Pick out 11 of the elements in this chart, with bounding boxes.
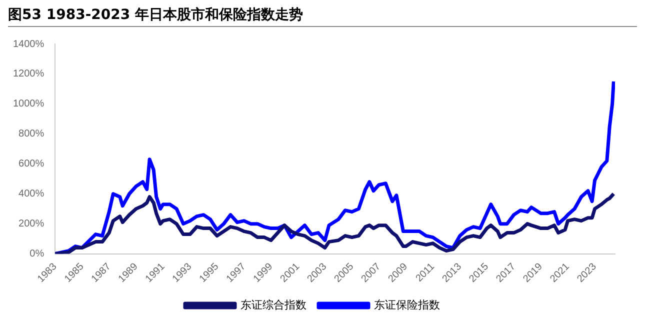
- y-tick-label: 1000%: [12, 98, 44, 110]
- legend-label: 东证综合指数: [240, 298, 306, 312]
- chart-title: 图53 1983-2023 年日本股市和保险指数走势: [8, 6, 303, 24]
- y-tick-label: 1400%: [12, 38, 44, 50]
- y-tick-label: 600%: [18, 158, 44, 170]
- y-tick-label: 1200%: [12, 68, 44, 80]
- y-tick-label: 400%: [18, 188, 44, 200]
- y-tick-label: 0%: [30, 248, 44, 260]
- y-tick-label: 800%: [18, 128, 44, 140]
- y-tick-label: 200%: [18, 218, 44, 230]
- legend-label: 东证保险指数: [374, 298, 440, 312]
